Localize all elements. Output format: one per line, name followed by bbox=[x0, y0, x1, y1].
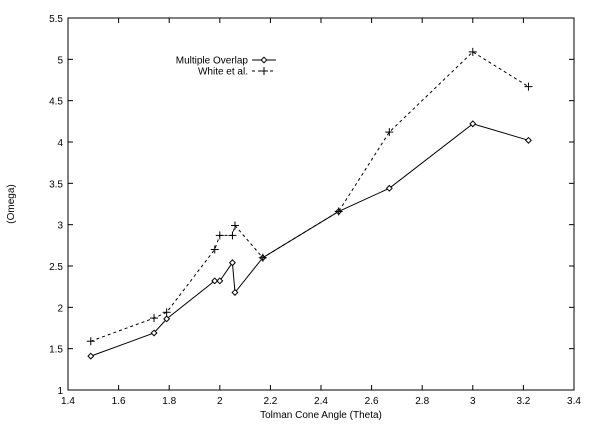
data-point-diamond bbox=[211, 277, 219, 285]
y-tick-label: 2.5 bbox=[49, 262, 63, 273]
x-tick-label: 1.8 bbox=[162, 396, 176, 407]
x-tick-label: 1.6 bbox=[112, 396, 126, 407]
y-axis-ticks: 1 1.5 2 2.5 3 3.5 4 4.5 5 5.5 bbox=[49, 14, 574, 397]
data-point-diamond bbox=[228, 259, 236, 267]
x-tick-label: 3.2 bbox=[516, 396, 530, 407]
series-line bbox=[90, 51, 529, 342]
data-point-diamond bbox=[469, 120, 477, 128]
series-layer bbox=[86, 47, 533, 360]
data-point-plus bbox=[150, 314, 159, 323]
data-point-plus bbox=[524, 82, 533, 91]
data-point-plus bbox=[162, 308, 171, 317]
y-tick-label: 4 bbox=[57, 138, 63, 149]
data-point-plus bbox=[385, 128, 394, 137]
series-white-et-al bbox=[86, 47, 533, 346]
x-tick-label: 2.2 bbox=[263, 396, 277, 407]
x-tick-label: 2.6 bbox=[365, 396, 379, 407]
y-tick-label: 2 bbox=[57, 303, 63, 314]
y-tick-label: 3 bbox=[57, 221, 63, 232]
data-point-diamond bbox=[231, 288, 239, 296]
data-point-plus bbox=[334, 207, 343, 216]
y-tick-label: 3.5 bbox=[49, 179, 63, 190]
x-axis-ticks: 1.4 1.6 1.8 2 2.2 2.4 2.6 2.8 3 3.2 3.4 bbox=[61, 18, 581, 407]
series-line bbox=[90, 123, 529, 357]
legend-label: Multiple Overlap bbox=[176, 56, 249, 67]
x-tick-label: 2.8 bbox=[415, 396, 429, 407]
series-multiple-overlap bbox=[87, 120, 532, 360]
x-tick-label: 3 bbox=[470, 396, 476, 407]
data-point-plus bbox=[230, 221, 239, 230]
x-tick-label: 1.4 bbox=[61, 396, 75, 407]
data-point-plus bbox=[468, 47, 477, 56]
data-point-diamond bbox=[260, 56, 268, 64]
data-point-diamond bbox=[87, 352, 95, 360]
y-tick-label: 1.5 bbox=[49, 345, 63, 356]
data-point-diamond bbox=[216, 277, 224, 285]
data-point-plus bbox=[258, 253, 267, 262]
y-tick-label: 5 bbox=[57, 55, 63, 66]
y-tick-label: 5.5 bbox=[49, 14, 63, 25]
y-axis-label: (Omega) bbox=[6, 184, 17, 223]
x-axis-label: Tolman Cone Angle (Theta) bbox=[260, 410, 382, 421]
y-tick-label: 4.5 bbox=[49, 97, 63, 108]
data-point-plus bbox=[228, 231, 237, 240]
data-point-diamond bbox=[385, 184, 393, 192]
x-tick-label: 2 bbox=[217, 396, 223, 407]
x-tick-label: 3.4 bbox=[567, 396, 581, 407]
data-point-diamond bbox=[163, 315, 171, 323]
legend-label: White et al. bbox=[198, 67, 248, 78]
data-point-diamond bbox=[150, 329, 158, 337]
data-point-plus bbox=[86, 337, 95, 346]
y-tick-label: 1 bbox=[57, 386, 63, 397]
plot-frame bbox=[67, 17, 575, 391]
data-point-diamond bbox=[524, 136, 532, 144]
x-tick-label: 2.4 bbox=[314, 396, 328, 407]
data-point-plus bbox=[210, 245, 219, 254]
data-point-plus bbox=[260, 67, 268, 75]
data-point-plus bbox=[215, 231, 224, 240]
